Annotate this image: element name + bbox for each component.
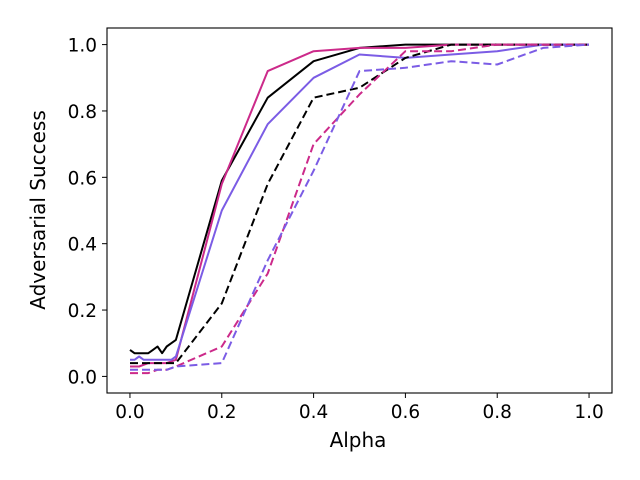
- x-tick-label: 0.0: [115, 402, 144, 423]
- y-tick-label: 0.6: [68, 168, 97, 189]
- x-tick-label: 1.0: [574, 402, 603, 423]
- series-line-6: [130, 43, 590, 371]
- x-axis: 0.0 0.2 0.4 0.6 0.8 1.0: [115, 393, 604, 423]
- series-line-2: [130, 43, 589, 368]
- x-tick-label: 0.8: [483, 402, 512, 423]
- series-line-1: [129, 43, 589, 355]
- y-axis-label: Adversarial Success: [26, 110, 50, 310]
- x-tick-label: 0.2: [207, 402, 236, 423]
- y-axis: 0.0 0.2 0.4 0.6 0.8 1.0: [68, 36, 107, 388]
- x-tick-label: 0.4: [299, 402, 328, 423]
- plot-frame: [106, 27, 613, 394]
- y-tick-label: 0.0: [68, 367, 97, 388]
- series-line-4: [130, 43, 589, 365]
- y-tick-label: 1.0: [68, 36, 97, 57]
- x-axis-label: Alpha: [330, 428, 387, 452]
- series-line-3: [130, 43, 589, 361]
- series-line-5: [130, 43, 589, 375]
- y-tick-label: 0.8: [68, 102, 97, 123]
- y-tick-label: 0.2: [68, 301, 97, 322]
- x-tick-label: 0.6: [391, 402, 420, 423]
- y-tick-label: 0.4: [68, 235, 97, 256]
- series-group: [129, 43, 590, 375]
